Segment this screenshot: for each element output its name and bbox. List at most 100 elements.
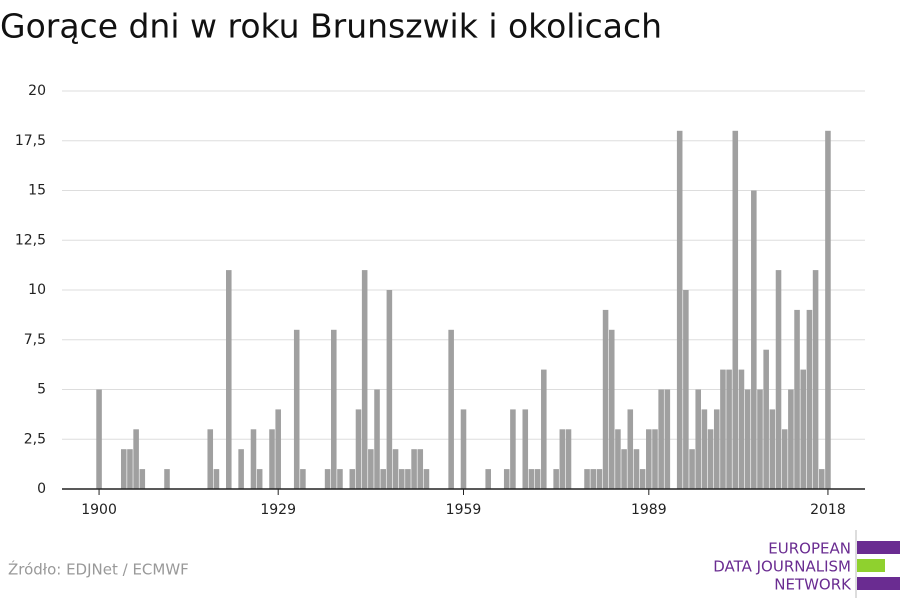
bar [689, 449, 695, 489]
x-tick-label: 1929 [260, 502, 296, 518]
bar [812, 270, 819, 489]
bar [300, 469, 306, 489]
bar [398, 469, 405, 489]
bar [392, 449, 399, 489]
bar [213, 469, 220, 489]
bar [676, 130, 683, 490]
bar [565, 429, 572, 489]
bar [485, 469, 491, 489]
bar [775, 270, 782, 489]
logo-bar [857, 577, 900, 590]
bar [818, 469, 825, 489]
logo-bar [857, 559, 885, 572]
bar [596, 469, 603, 489]
bar [781, 429, 788, 489]
y-tick-label: 15 [28, 183, 46, 199]
bar [528, 469, 535, 489]
chart-title: Gorące dni w roku Brunszwik i okolicach [0, 7, 662, 46]
bar [646, 429, 652, 489]
bar [769, 409, 776, 489]
bar [751, 190, 757, 489]
bar [522, 409, 529, 489]
logo-text: DATA JOURNALISM [713, 558, 851, 576]
bar [380, 469, 386, 489]
bar [584, 469, 590, 489]
bar [164, 469, 170, 489]
bar [207, 429, 214, 489]
bar [349, 469, 356, 489]
bar [633, 449, 640, 489]
y-tick-label: 2,5 [24, 431, 46, 447]
bar [460, 409, 467, 489]
bar [763, 349, 769, 489]
bar [825, 130, 831, 490]
bar [250, 429, 257, 489]
bar [720, 369, 726, 489]
bar [590, 469, 596, 489]
bar [806, 309, 813, 489]
bar [96, 389, 102, 489]
bar [238, 449, 244, 489]
bar [127, 449, 133, 489]
bar [602, 309, 609, 489]
bar [269, 429, 275, 489]
bar [559, 429, 566, 489]
bar [652, 429, 658, 489]
bar [534, 469, 541, 489]
bar [423, 469, 430, 489]
x-tick-label: 2018 [810, 502, 846, 518]
bar [417, 449, 424, 489]
source: Źródło: EDJNet / ECMWF [8, 560, 189, 579]
bar [275, 409, 281, 489]
bar [368, 449, 374, 489]
logo-bar [857, 541, 900, 554]
bar [732, 130, 739, 490]
bar [405, 469, 411, 489]
bar [683, 290, 689, 489]
bar [713, 409, 720, 489]
bar [139, 469, 146, 489]
bar [615, 429, 621, 489]
y-tick-label: 5 [37, 382, 46, 398]
bar [627, 409, 634, 489]
bar [503, 469, 510, 489]
bar [726, 369, 732, 489]
bar [225, 270, 232, 489]
bar [510, 409, 516, 489]
bar [553, 469, 559, 489]
bar [800, 369, 807, 489]
bar [695, 389, 702, 489]
y-tick-label: 0 [37, 481, 46, 497]
y-tick-label: 7,5 [24, 332, 46, 348]
y-tick-label: 20 [28, 83, 46, 99]
bar [701, 409, 708, 489]
bar [664, 389, 671, 489]
bar [788, 389, 794, 489]
bar [337, 469, 343, 489]
bar [411, 449, 417, 489]
bar [639, 469, 646, 489]
bar [324, 469, 331, 489]
bar [374, 389, 380, 489]
bar [757, 389, 763, 489]
bar [448, 329, 454, 489]
bar [355, 409, 362, 489]
x-tick-label: 1959 [446, 502, 482, 518]
logo-text: EUROPEAN [768, 540, 851, 558]
bar [133, 429, 139, 489]
x-tick-label: 1900 [81, 502, 117, 518]
bar [794, 309, 800, 489]
bar [658, 389, 664, 489]
bar [293, 329, 300, 489]
bar [361, 270, 368, 489]
x-tick-label: 1989 [631, 502, 667, 518]
bar [707, 429, 714, 489]
bar [541, 369, 547, 489]
y-tick-label: 17,5 [15, 133, 46, 149]
logo-text: NETWORK [774, 576, 852, 594]
bar [256, 469, 263, 489]
bar [744, 389, 751, 489]
bar [331, 329, 337, 489]
bar [386, 290, 393, 489]
